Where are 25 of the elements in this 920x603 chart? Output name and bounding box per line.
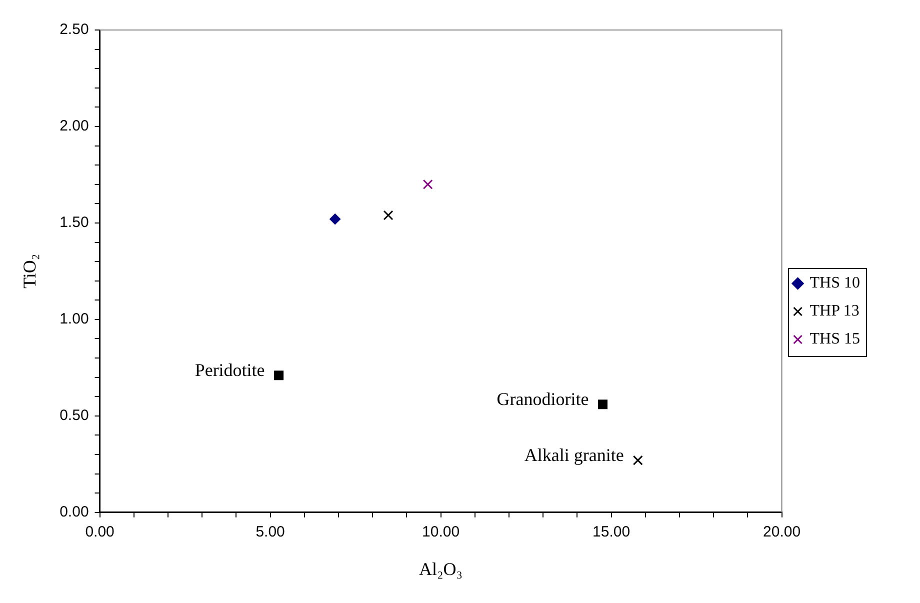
annotation: Alkali granite [524,445,624,466]
y-tick-label: 1.50 [60,214,89,232]
annotation: Peridotite [194,360,265,380]
y-tick-label: 2.00 [60,118,89,135]
point [330,214,341,225]
y-axis-title: TiO₂ [20,254,40,289]
x-tick-label: 10.00 [422,524,460,541]
point [598,400,608,410]
point [632,455,643,466]
y-tick-label: 1.00 [60,310,89,328]
point [274,370,284,380]
legend-label: THS 15 [810,330,860,348]
legend-label: THP 13 [810,302,860,320]
x-tick-label: 0.00 [85,524,114,541]
x-tick-label: 5.00 [256,524,285,541]
point [422,179,433,190]
x-axis-title: Al₂O₃ [419,558,463,579]
y-tick-label: 0.50 [60,407,89,424]
point [383,210,394,220]
x-tick-label: 20.00 [763,524,801,541]
y-tick-label: 2.50 [60,21,89,38]
legend-label: THS 10 [810,274,860,292]
y-tick-label: 0.00 [60,504,89,521]
x-tick-label: 15.00 [592,524,630,541]
annotation: Granodiorite [496,389,589,410]
